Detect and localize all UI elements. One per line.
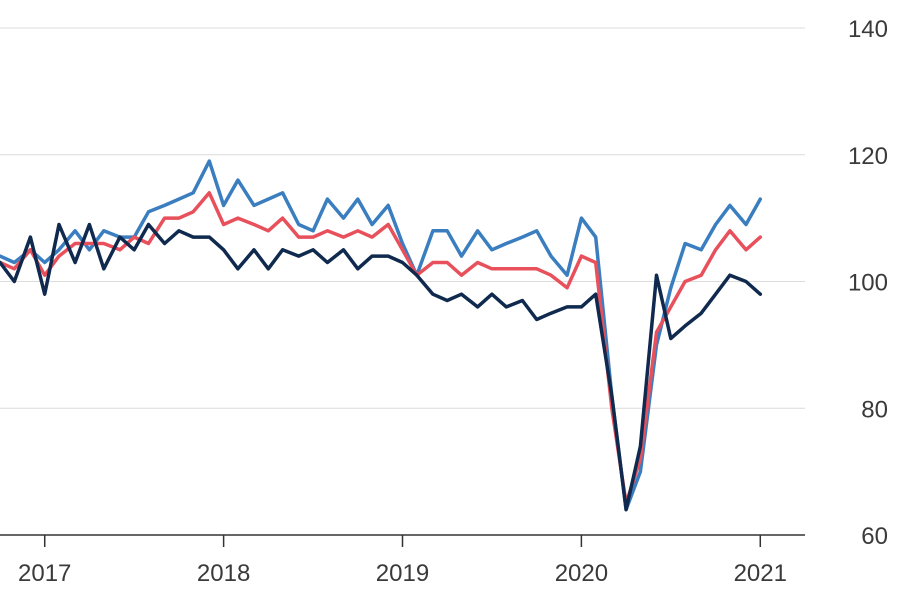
y-tick-label: 140 [848,16,888,43]
x-tick-label: 2017 [18,560,71,587]
y-tick-label: 100 [848,270,888,297]
y-tick-label: 80 [861,396,888,423]
series-lines [0,159,763,512]
y-axis-labels: 60 80 100 120 140 [848,16,888,550]
y-tick-label: 120 [848,143,888,170]
y-tick-label: 60 [861,523,888,550]
x-axis-labels: 2017 2018 2019 2020 2021 [18,560,787,587]
series-line-3 [0,222,763,512]
x-tick-label: 2020 [555,560,608,587]
x-tick-label: 2018 [197,560,250,587]
series-line-2 [0,191,763,506]
x-tick-label: 2019 [376,560,429,587]
series-line-1 [0,159,763,512]
x-tick-label: 2021 [734,560,787,587]
gridlines [0,27,805,409]
x-axis [0,534,805,547]
